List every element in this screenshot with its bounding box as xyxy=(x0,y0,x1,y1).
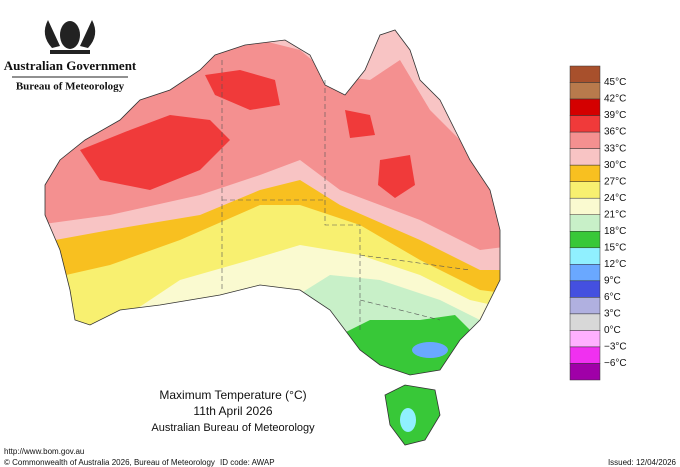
legend-label: 30°C xyxy=(604,160,626,171)
footer-copyright: © Commonwealth of Australia 2026, Bureau… xyxy=(4,458,215,467)
legend-swatch xyxy=(569,297,601,315)
legend-swatch xyxy=(569,363,601,381)
coastline xyxy=(44,29,501,446)
legend-swatch xyxy=(569,98,601,116)
legend-label: 24°C xyxy=(604,193,626,204)
legend-label: 15°C xyxy=(604,242,626,253)
legend-label: 18°C xyxy=(604,226,626,237)
footer-issued: Issued: 12/04/2026 xyxy=(608,458,677,467)
legend-swatch xyxy=(569,148,601,166)
legend: 45°C 42°C 39°C 36°C 33°C 30°C 27°C 24°C 21°C 18°C… xyxy=(569,65,627,381)
legend-swatch xyxy=(569,82,601,100)
legend-label: 0°C xyxy=(604,325,621,336)
footer-id: ID code: AWAP xyxy=(220,458,275,467)
state-borders xyxy=(221,60,471,330)
legend-swatch xyxy=(569,346,601,364)
legend-swatch xyxy=(569,197,601,215)
legend-swatch xyxy=(569,330,601,348)
legend-label: 6°C xyxy=(604,292,621,303)
map-date: 11th April 2026 xyxy=(193,404,272,418)
legend-label: 21°C xyxy=(604,209,626,220)
legend-swatch xyxy=(569,313,601,331)
legend-label: −6°C xyxy=(604,358,627,369)
legend-label: 12°C xyxy=(604,259,626,270)
legend-label: 45°C xyxy=(604,77,626,88)
legend-swatch xyxy=(569,280,601,298)
legend-swatch xyxy=(569,214,601,232)
legend-swatch xyxy=(569,65,601,83)
legend-label: 39°C xyxy=(604,110,626,121)
legend-label: −3°C xyxy=(604,342,627,353)
legend-swatch xyxy=(569,264,601,282)
legend-label: 27°C xyxy=(604,176,626,187)
crest xyxy=(44,20,96,54)
legend-label: 36°C xyxy=(604,127,626,138)
legend-label: 42°C xyxy=(604,94,626,105)
government-name: Australian Government xyxy=(4,58,137,73)
legend-swatch xyxy=(569,115,601,133)
footer-url: http://www.bom.gov.au xyxy=(4,447,84,456)
legend-swatch xyxy=(569,231,601,249)
map-title: Maximum Temperature (°C) xyxy=(159,388,306,402)
legend-swatch xyxy=(569,247,601,265)
legend-label: 9°C xyxy=(604,275,621,286)
legend-swatch xyxy=(569,181,601,199)
legend-swatch xyxy=(569,131,601,149)
legend-label: 3°C xyxy=(604,309,621,320)
map-source: Australian Bureau of Meteorology xyxy=(151,422,315,434)
bureau-name: Bureau of Meteorology xyxy=(16,81,125,93)
legend-label: 33°C xyxy=(604,143,626,154)
legend-swatch xyxy=(569,164,601,182)
